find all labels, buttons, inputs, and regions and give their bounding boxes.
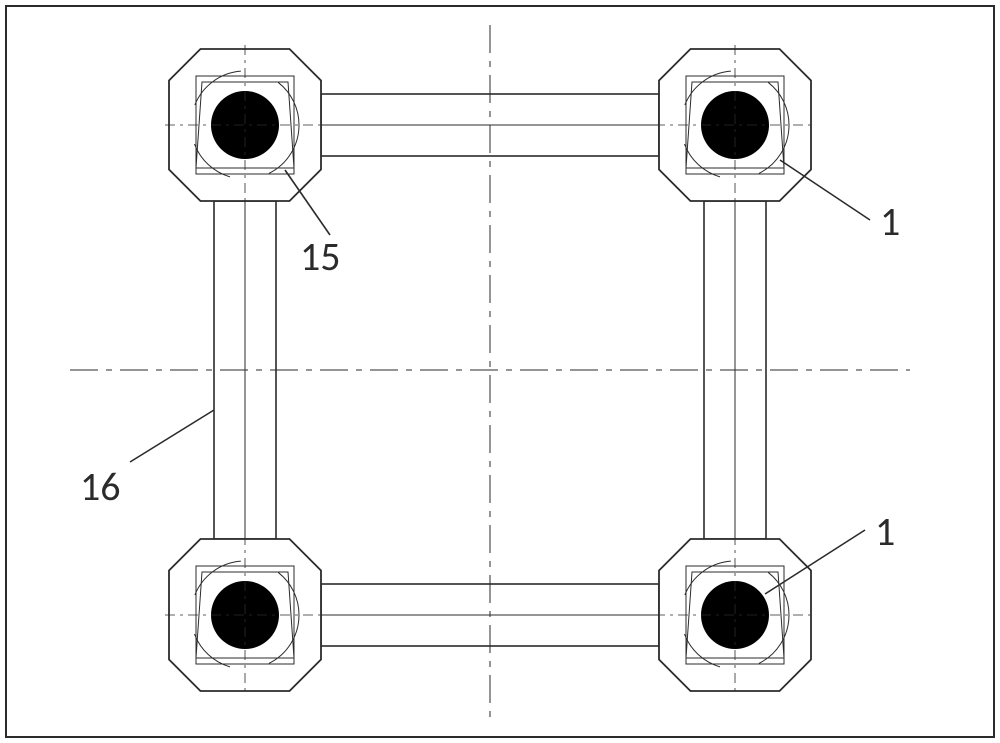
callout-1_top: 1 — [780, 160, 900, 246]
callout-label-1_bottom: 1 — [875, 507, 895, 556]
bolt-hole-icon — [701, 581, 769, 649]
diagram-svg: 15 16 1 1 — [0, 0, 1000, 743]
callout-label-15: 15 — [300, 232, 341, 281]
corner-node-tl — [165, 45, 325, 205]
callout-label-16: 16 — [80, 462, 121, 511]
callout-label-1_top: 1 — [880, 197, 900, 246]
bolt-hole-icon — [211, 91, 279, 159]
corner-node-br — [655, 535, 815, 695]
corner-node-bl — [165, 535, 325, 695]
callout-16: 16 — [80, 410, 214, 511]
corner-node-tr — [655, 45, 815, 205]
bolt-hole-icon — [701, 91, 769, 159]
diagram-canvas: 15 16 1 1 — [0, 0, 1000, 743]
bolt-hole-icon — [211, 581, 279, 649]
